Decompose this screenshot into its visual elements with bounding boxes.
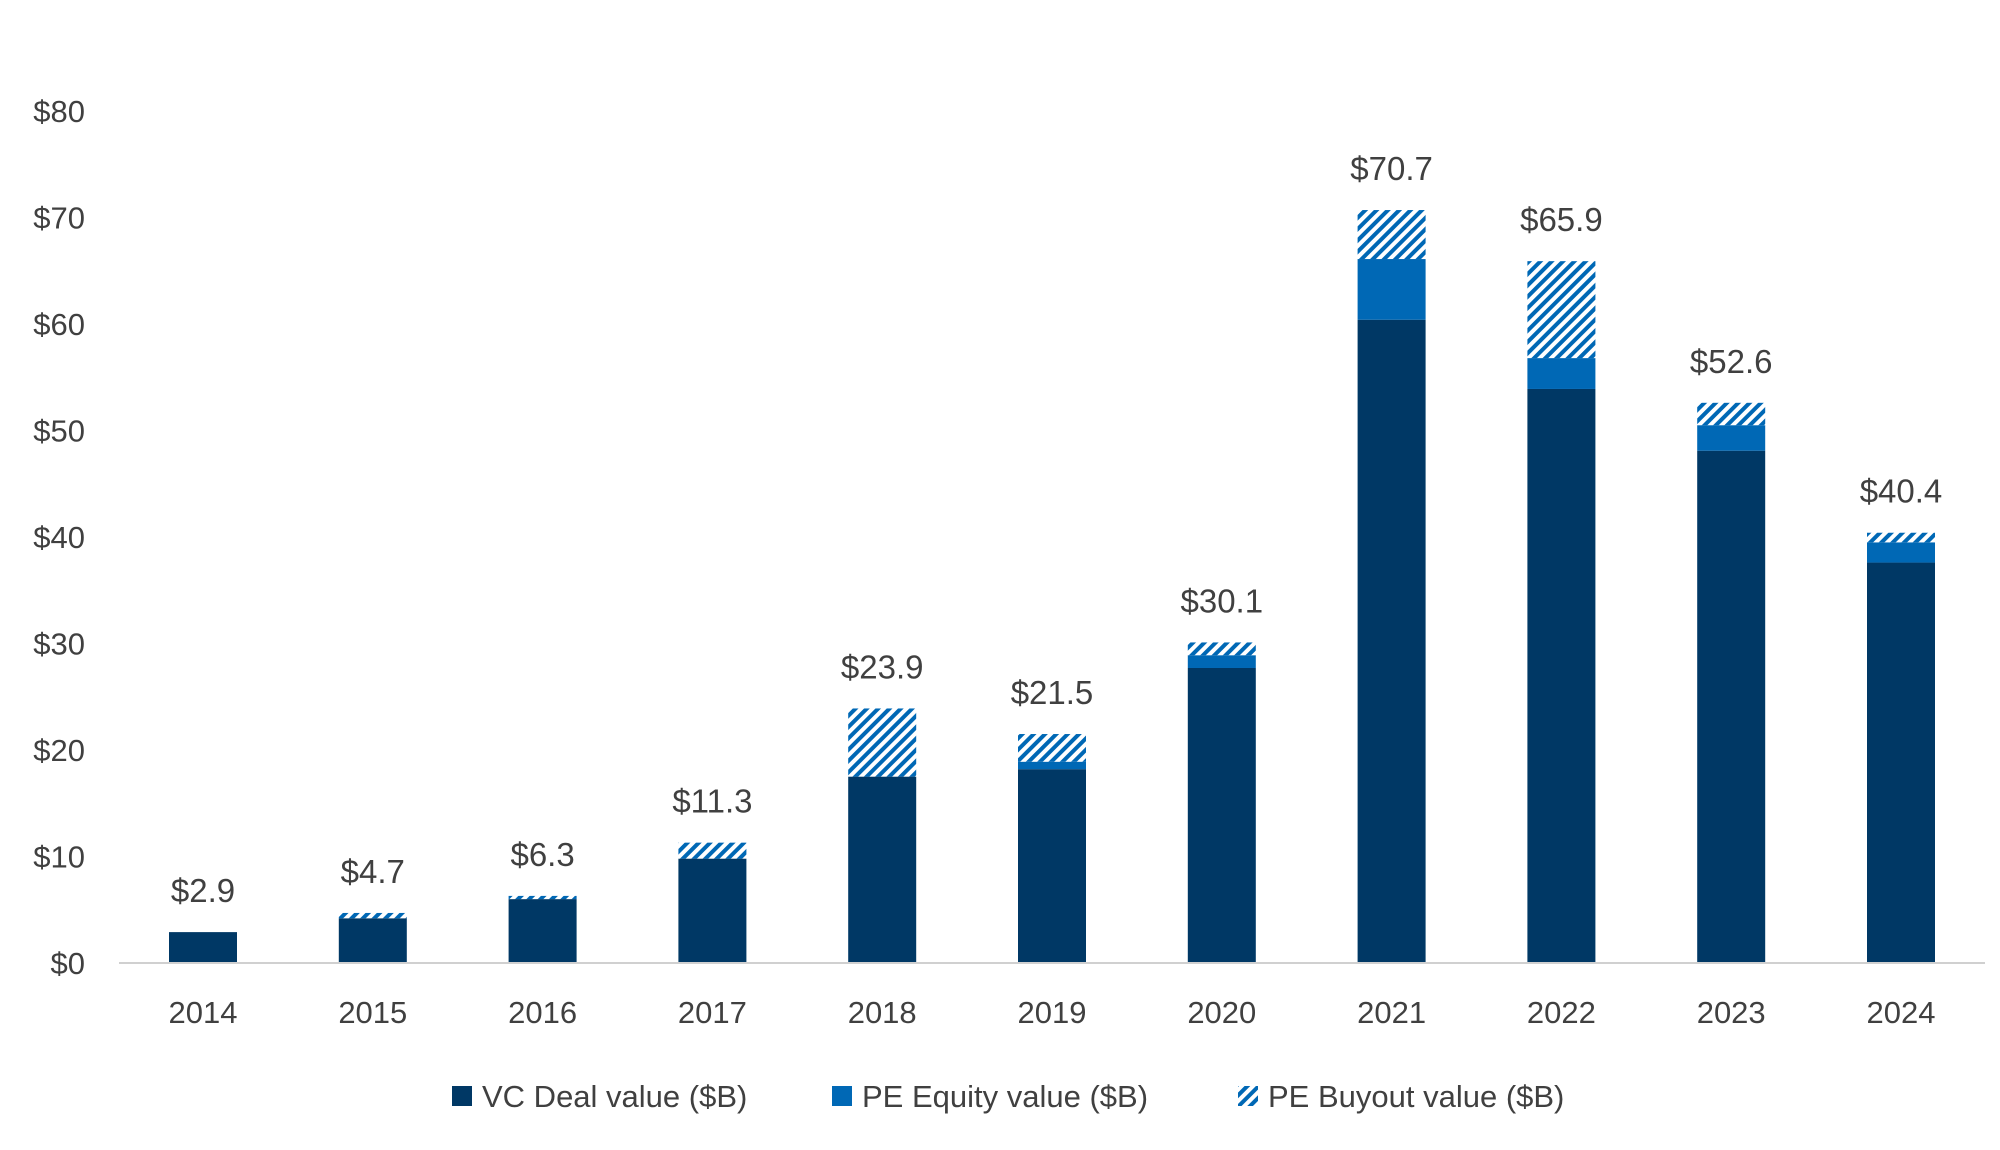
bar-segment-vc-deal bbox=[1867, 562, 1935, 963]
bar-segment-pe-buyout bbox=[1697, 402, 1766, 426]
bar-segment-pe-buyout bbox=[508, 895, 577, 900]
total-data-label: $11.3 bbox=[672, 783, 752, 820]
y-tick-label: $10 bbox=[33, 840, 85, 875]
total-data-label: $52.6 bbox=[1690, 343, 1773, 380]
bar-segment-vc-deal bbox=[1527, 388, 1596, 964]
legend-swatch bbox=[832, 1086, 852, 1106]
bar-segment-vc-deal bbox=[1018, 769, 1086, 963]
y-tick-label: $0 bbox=[51, 946, 85, 981]
y-axis-ticks: $0 $10 $20 $30 $40 $50 $60 $70 $80 bbox=[33, 94, 85, 981]
bar-segment-vc-deal bbox=[1357, 319, 1426, 963]
bar-segment-pe-buyout bbox=[338, 912, 407, 919]
total-data-label: $21.5 bbox=[1011, 674, 1094, 711]
total-data-label: $4.7 bbox=[341, 853, 405, 890]
x-tick-label: 2017 bbox=[678, 995, 747, 1030]
bar-segment-vc-deal bbox=[508, 899, 577, 963]
bar-segment-pe-equity bbox=[1527, 358, 1596, 389]
total-data-label: $65.9 bbox=[1520, 201, 1603, 238]
total-labels: $2.9 $4.7 $6.3 $11.3 $23.9 $21.5 $30.1 $70.7 $65… bbox=[171, 150, 1942, 909]
legend-swatch bbox=[1238, 1086, 1258, 1106]
x-tick-label: 2023 bbox=[1697, 995, 1766, 1030]
x-tick-label: 2021 bbox=[1357, 995, 1426, 1030]
bar-segment-pe-equity bbox=[1697, 425, 1766, 451]
legend: VC Deal value ($B) PE Equity value ($B) PE… bbox=[452, 1079, 1564, 1114]
bar-segment-pe-equity bbox=[1187, 655, 1256, 668]
x-axis-labels: 2014 2015 2016 2017 2018 2019 2020 2021 2022 2023… bbox=[169, 995, 1936, 1030]
legend-label: PE Equity value ($B) bbox=[862, 1079, 1148, 1114]
bar-segment-vc-deal bbox=[848, 776, 917, 963]
bar-segment-pe-buyout bbox=[848, 708, 917, 777]
total-data-label: $6.3 bbox=[510, 836, 574, 873]
legend-swatch bbox=[452, 1086, 472, 1106]
bar-segment-pe-buyout bbox=[678, 842, 747, 859]
y-tick-label: $80 bbox=[33, 94, 85, 129]
bar-segment-pe-equity bbox=[1867, 542, 1935, 563]
bar-segment-vc-deal bbox=[1187, 667, 1256, 963]
total-data-label: $70.7 bbox=[1350, 150, 1433, 187]
x-tick-label: 2014 bbox=[169, 995, 238, 1030]
bar-segment-pe-buyout bbox=[1018, 734, 1086, 762]
x-tick-label: 2019 bbox=[1018, 995, 1087, 1030]
x-tick-label: 2024 bbox=[1867, 995, 1936, 1030]
x-tick-label: 2020 bbox=[1187, 995, 1256, 1030]
bar-segment-pe-buyout bbox=[1357, 210, 1426, 260]
y-tick-label: $20 bbox=[33, 733, 85, 768]
bar-segment-pe-equity bbox=[1357, 259, 1426, 320]
x-tick-label: 2016 bbox=[508, 995, 577, 1030]
legend-label: PE Buyout value ($B) bbox=[1268, 1079, 1564, 1114]
bar-segment-vc-deal bbox=[678, 858, 747, 963]
y-tick-label: $40 bbox=[33, 520, 85, 555]
y-tick-label: $60 bbox=[33, 307, 85, 342]
bar-segment-pe-equity bbox=[1018, 761, 1086, 770]
bars bbox=[169, 210, 1935, 964]
y-tick-label: $50 bbox=[33, 414, 85, 449]
x-tick-label: 2015 bbox=[338, 995, 407, 1030]
total-data-label: $40.4 bbox=[1860, 473, 1943, 510]
bar-segment-vc-deal bbox=[169, 932, 237, 963]
total-data-label: $2.9 bbox=[171, 872, 235, 909]
y-tick-label: $70 bbox=[33, 201, 85, 236]
bar-segment-pe-buyout bbox=[1527, 261, 1596, 359]
bar-segment-vc-deal bbox=[338, 918, 407, 963]
total-data-label: $30.1 bbox=[1181, 582, 1264, 619]
x-tick-label: 2018 bbox=[848, 995, 917, 1030]
legend-label: VC Deal value ($B) bbox=[482, 1079, 747, 1114]
total-data-label: $23.9 bbox=[841, 648, 924, 685]
x-tick-label: 2022 bbox=[1527, 995, 1596, 1030]
bar-segment-pe-buyout bbox=[1867, 532, 1935, 543]
bar-segment-vc-deal bbox=[1697, 450, 1766, 963]
bar-segment-pe-buyout bbox=[1187, 642, 1256, 656]
y-tick-label: $30 bbox=[33, 627, 85, 662]
